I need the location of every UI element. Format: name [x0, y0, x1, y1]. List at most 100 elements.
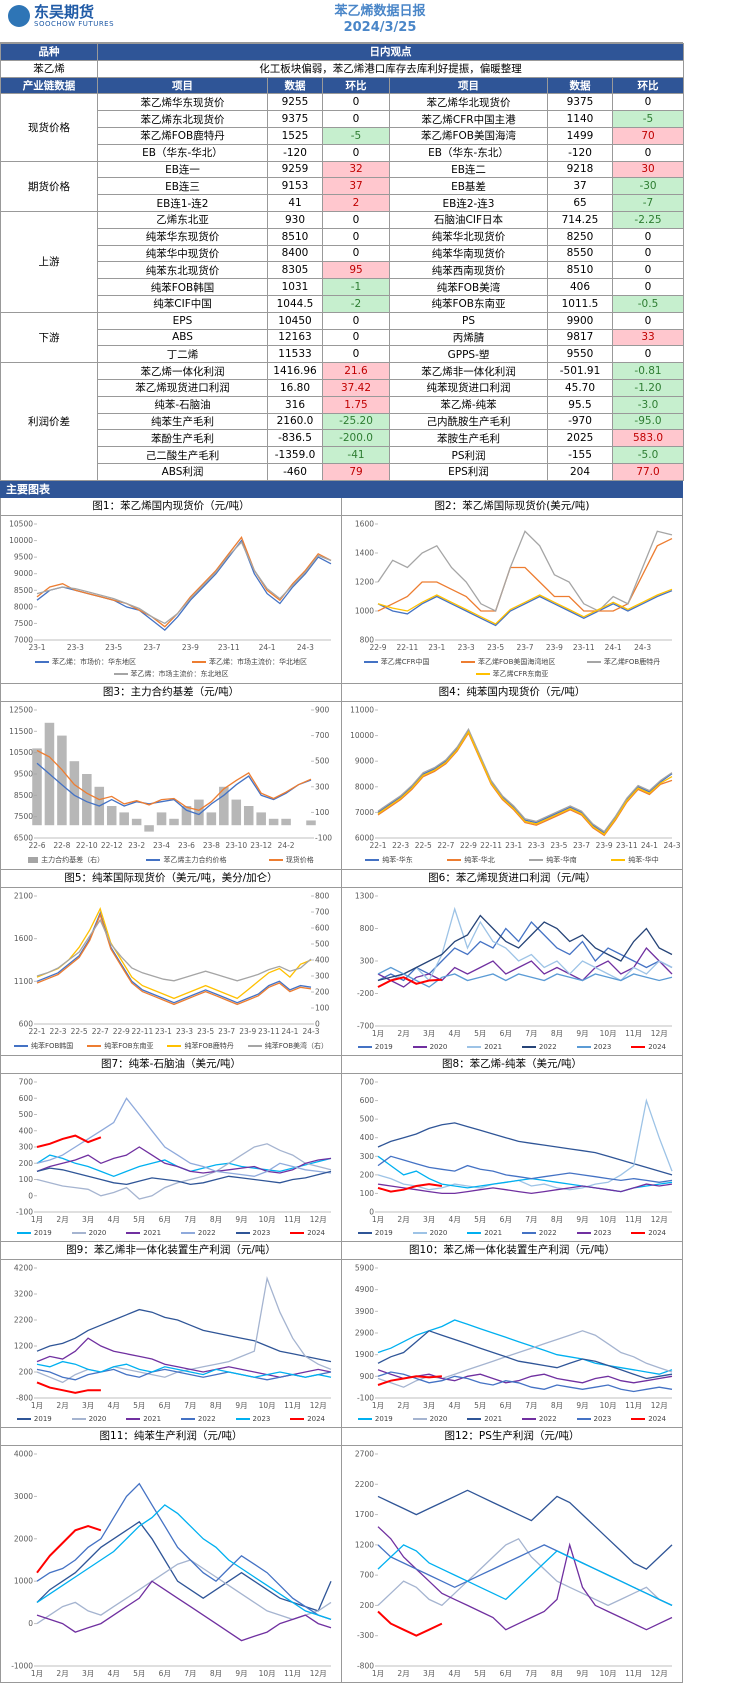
- cell: -3.0: [611, 395, 685, 414]
- legend-label: 2023: [593, 1414, 612, 1423]
- cell: -1: [322, 278, 390, 296]
- x-tick-label: 23-7: [218, 1027, 235, 1036]
- group-cell: 上游: [0, 210, 98, 313]
- y-tick-label: 1200: [14, 1341, 33, 1350]
- chart-panel: 图11：纯苯生产利润（元/吨） -1000 0 1000 2000 3000 4000 1月 2…: [0, 1427, 341, 1683]
- series-line: [377, 589, 673, 627]
- series-line: [36, 1134, 102, 1148]
- cell: 纯苯东北现货价: [97, 261, 268, 280]
- legend-item: 2023: [235, 1229, 270, 1237]
- x-tick-label: 1月: [372, 1029, 384, 1038]
- cell: EPS利润: [389, 462, 548, 481]
- y2-tick-label: 800: [315, 891, 330, 900]
- legend-label: 2022: [197, 1228, 216, 1237]
- x-tick-label: 24-1: [641, 841, 658, 850]
- legend-label: 2021: [143, 1228, 162, 1237]
- x-tick-label: 23-1: [505, 841, 522, 850]
- legend-label: 纯苯-华东: [382, 855, 413, 864]
- bar: [194, 799, 204, 825]
- legend-label: 2019: [374, 1414, 393, 1423]
- legend-swatch: [357, 1231, 372, 1234]
- x-tick-label: 22-3: [50, 1027, 67, 1036]
- series-line: [36, 762, 312, 815]
- x-tick-label: 12月: [651, 1401, 668, 1410]
- x-tick-label: 23-4: [153, 841, 170, 850]
- y-tick-label: 6000: [355, 833, 374, 842]
- y-tick-label: 1600: [355, 519, 374, 528]
- table-row: 苯乙烯东北现货价 9375 0 苯乙烯CFR中国主港 1140 -5: [1, 110, 685, 128]
- y-tick-label: 9000: [355, 756, 374, 765]
- y-tick-label: -100: [16, 1207, 33, 1216]
- legend-label: 2019: [33, 1414, 52, 1423]
- x-tick-label: 22-5: [71, 1027, 88, 1036]
- legend-label: 2021: [484, 1228, 503, 1237]
- x-tick-label: 9月: [576, 1029, 588, 1038]
- table-row: 纯苯FOB韩国 1031 -1 纯苯FOB美湾 406 0: [1, 278, 685, 296]
- x-tick-label: 23-11: [573, 643, 595, 652]
- bar: [69, 760, 80, 825]
- y-tick-label: 2200: [355, 1480, 374, 1489]
- cell: 纯苯FOB东南亚: [389, 294, 548, 313]
- plot-area: 6000 7000 8000 9000 10000 11000 22-1 22-3 22-5 22…: [342, 702, 682, 854]
- cell: EB基差: [389, 177, 548, 196]
- report: 东吴期货 SOOCHOW FUTURES 苯乙烯数据日报 2024/3/25 品…: [0, 4, 685, 1683]
- y-tick-label: 7000: [14, 635, 33, 644]
- x-tick-label: 4月: [108, 1669, 120, 1678]
- series-line: [36, 1142, 332, 1200]
- y-tick-label: 12500: [9, 705, 33, 714]
- chart-title: 图10：苯乙烯一体化装置生产利润（元/吨）: [342, 1242, 682, 1260]
- y-tick-label: 9500: [14, 769, 33, 778]
- chart: -700 -200 300 800 1300 1月 2月 3月 4月 5月 6月 7月 8月 9月 10月 1…: [355, 891, 673, 1038]
- plot-area: -800 -300 200 700 1200 1700 2200 2700 1月 2月 3月 4月 5月…: [342, 1446, 682, 1682]
- x-tick-label: 23-11: [616, 841, 638, 850]
- bar: [181, 805, 192, 825]
- x-tick-label: 24-1: [281, 1027, 298, 1036]
- x-tick-label: 4月: [108, 1215, 120, 1224]
- y-tick-label: 10500: [9, 519, 33, 528]
- legend-label: 2020: [88, 1414, 107, 1423]
- y2-tick-label: 300: [315, 782, 330, 791]
- bar: [268, 818, 279, 825]
- x-tick-label: 5月: [474, 1401, 486, 1410]
- series-line: [36, 1559, 332, 1624]
- legend-label: 苯乙烯CFR中国: [380, 657, 430, 666]
- x-tick-label: 22-11: [480, 841, 502, 850]
- cell: 2025: [547, 429, 613, 448]
- y-tick-label: 4900: [355, 1285, 374, 1294]
- plot-area: -1000 0 1000 2000 3000 4000 1月 2月 3月 4月 5月 6月 7月 8月 9月…: [1, 1446, 341, 1682]
- x-tick-label: 4月: [449, 1669, 461, 1678]
- cell: 乙烯东北亚: [97, 210, 268, 229]
- legend-item: 苯乙烯CFR中国: [363, 657, 430, 667]
- cell: GPPS-塑: [389, 345, 548, 364]
- chart-panel: 图4：纯苯国内现货价（元/吨） 6000 7000 8000 9000 10000 1100…: [341, 683, 683, 870]
- chart: 6500 7500 8500 9500 10500 11500 12500 -100 100 30…: [9, 705, 332, 850]
- cell: 0: [611, 143, 685, 162]
- cell: 苯乙烯非一体化利润: [389, 362, 548, 380]
- x-tick-label: 22-8: [53, 841, 70, 850]
- header-cell: 环比: [611, 76, 685, 95]
- cell: 纯苯华南现货价: [389, 244, 548, 263]
- x-tick-label: 10月: [259, 1669, 276, 1678]
- legend-swatch: [71, 1231, 86, 1234]
- legend-item: 2022: [180, 1228, 216, 1237]
- series-line: [377, 1121, 673, 1176]
- y-tick-label: 7500: [14, 812, 33, 821]
- cell: EB连二: [389, 160, 548, 179]
- cell: 0: [611, 93, 685, 112]
- cell: 日内观点: [96, 43, 685, 61]
- legend-swatch: [576, 1045, 591, 1048]
- bar: [57, 735, 67, 825]
- x-tick-label: 6月: [500, 1669, 512, 1678]
- legend-swatch: [235, 1417, 250, 1420]
- legend-swatch: [357, 1417, 372, 1420]
- cell: -120: [547, 143, 613, 162]
- x-tick-label: 22-1: [369, 841, 386, 850]
- plot-area: -700 -200 300 800 1300 1月 2月 3月 4月 5月 6月 7月 8月 9月 10月 1…: [342, 888, 682, 1042]
- x-tick-label: 3月: [423, 1401, 435, 1410]
- series-line: [36, 1368, 332, 1381]
- logo-en: SOOCHOW FUTURES: [34, 20, 115, 28]
- series-line: [36, 1308, 332, 1362]
- x-tick-label: 23-7: [516, 643, 533, 652]
- legend-swatch: [461, 660, 476, 663]
- cell: 0: [322, 93, 390, 112]
